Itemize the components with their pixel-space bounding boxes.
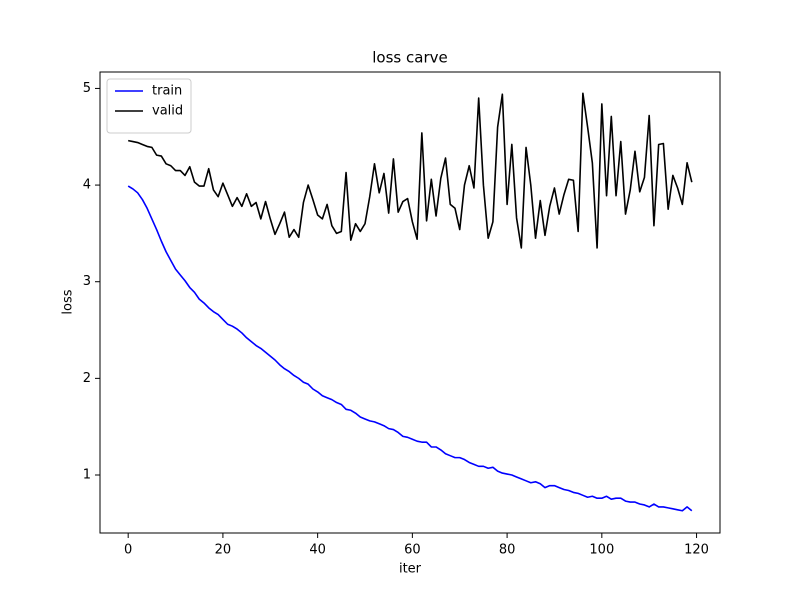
plot-frame <box>99 71 721 534</box>
y-tick-label: 1 <box>83 468 91 483</box>
x-tick-label: 60 <box>404 543 421 558</box>
legend-label: train <box>152 84 182 99</box>
legend-box <box>106 78 192 134</box>
y-tick-label: 5 <box>83 81 91 96</box>
chart-title: loss carve <box>372 49 447 67</box>
legend-label: valid <box>152 104 183 119</box>
y-tick-label: 2 <box>83 371 91 386</box>
x-tick-label: 40 <box>309 543 326 558</box>
x-tick-label: 0 <box>124 543 132 558</box>
x-tick-label: 100 <box>589 543 614 558</box>
x-tick-label: 120 <box>684 543 709 558</box>
y-tick-label: 4 <box>83 178 91 193</box>
series-line <box>128 92 693 249</box>
x-tick-label: 80 <box>499 543 516 558</box>
x-axis-label: iter <box>399 562 422 577</box>
x-tick-label: 20 <box>215 543 232 558</box>
y-tick-label: 3 <box>83 274 91 289</box>
y-axis-label: loss <box>61 289 76 314</box>
series-line <box>127 185 693 512</box>
